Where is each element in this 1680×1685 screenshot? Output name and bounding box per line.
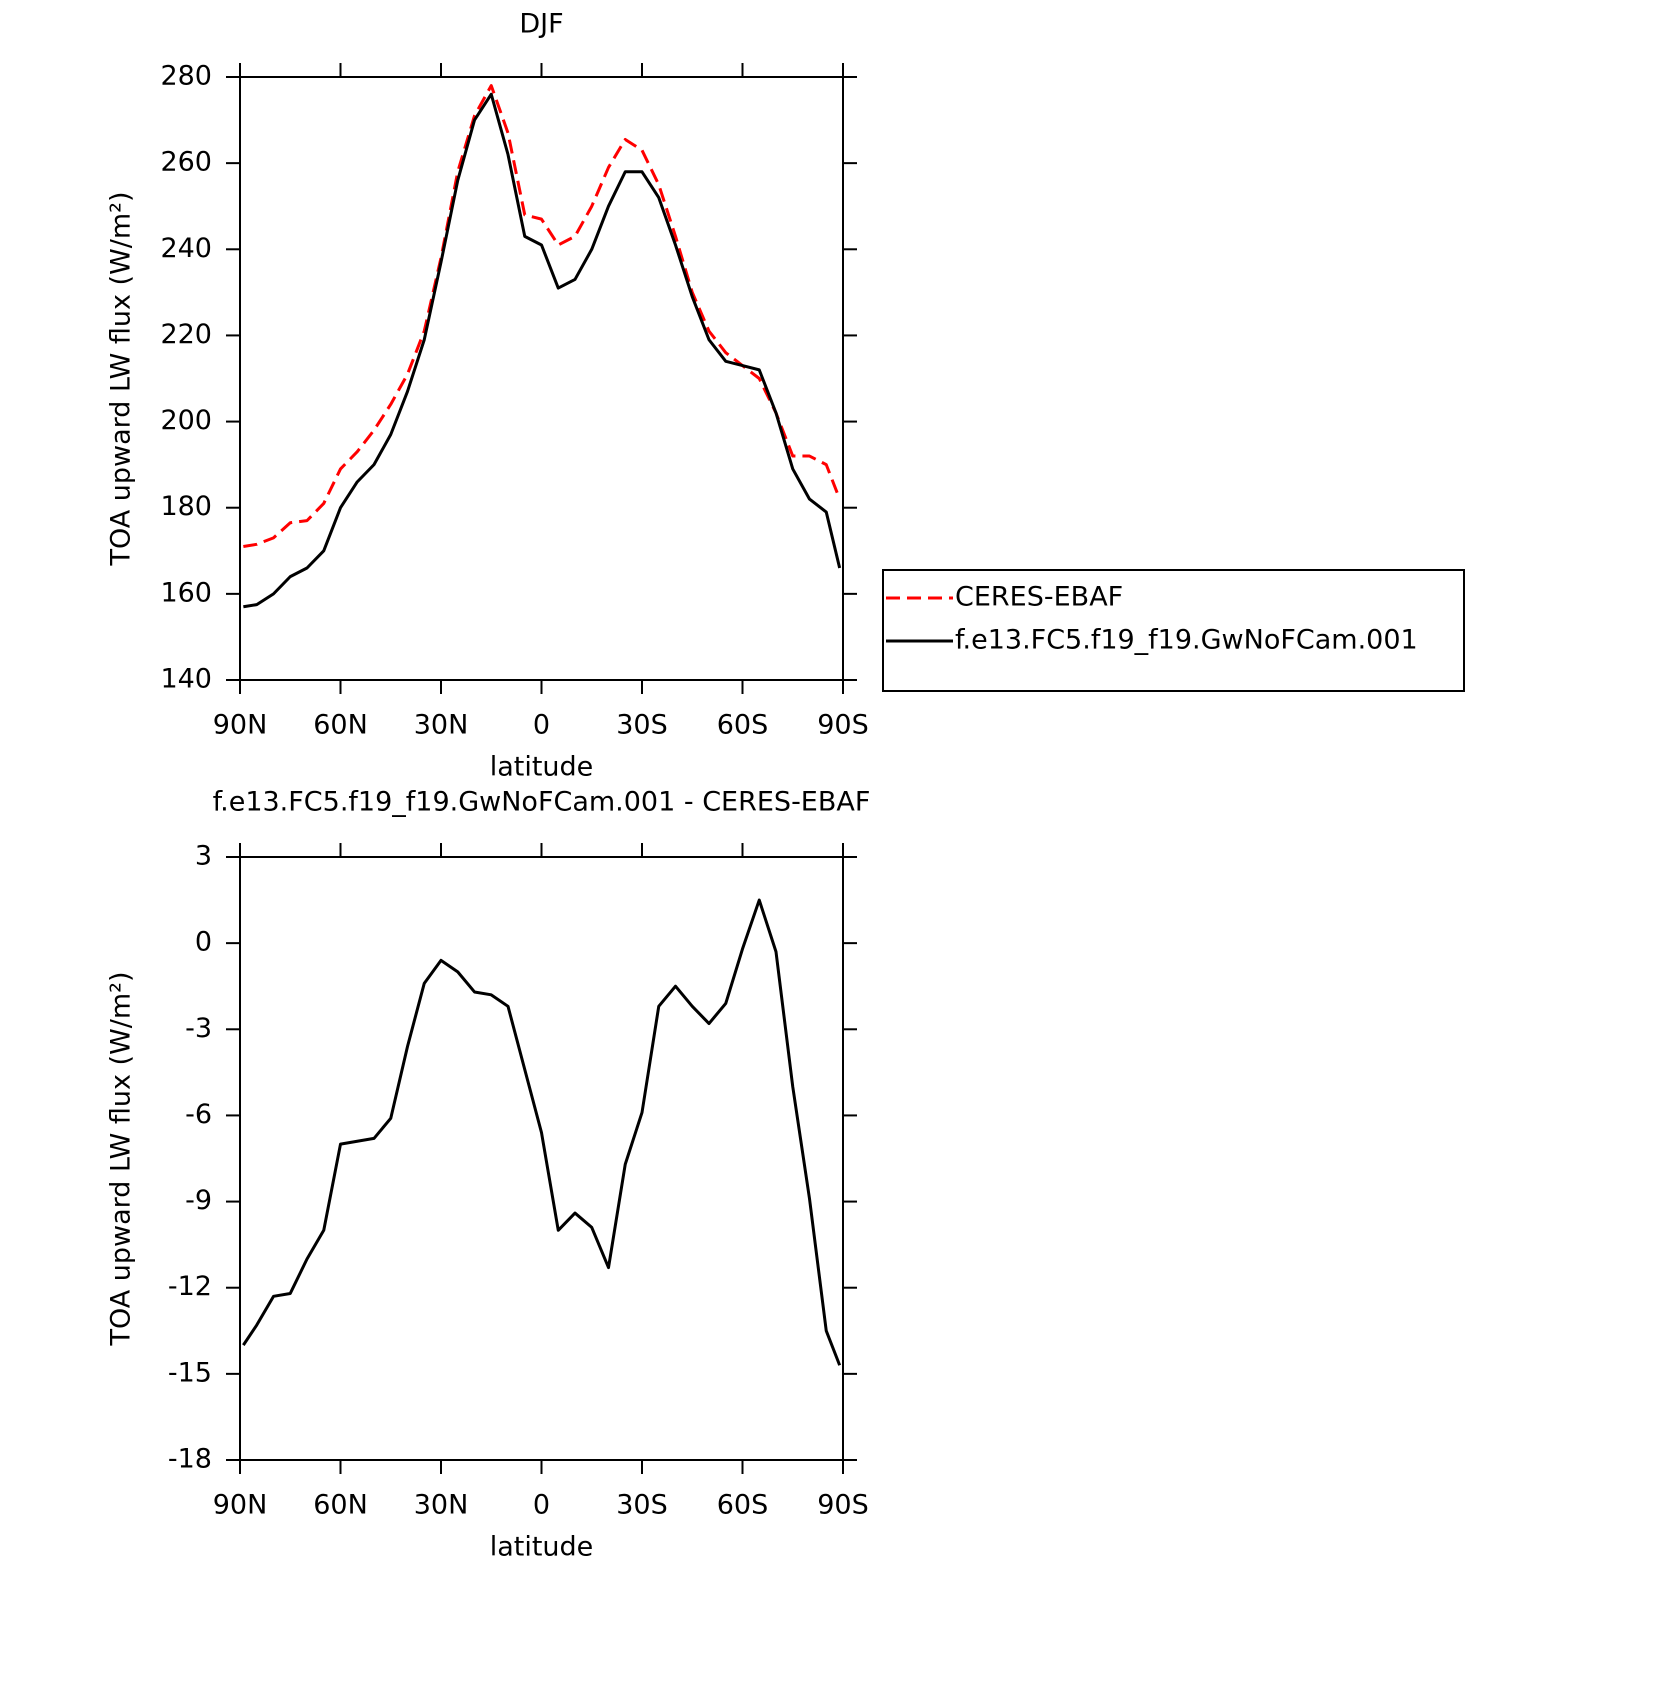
y-tick-label: 140: [160, 664, 212, 695]
y-tick-label: -12: [168, 1271, 212, 1302]
y-tick-label: -18: [168, 1444, 212, 1475]
x-tick-label: 60S: [717, 710, 769, 741]
y-tick-label: 280: [160, 61, 212, 92]
y-tick-label: 260: [160, 147, 212, 178]
chart-title: f.e13.FC5.f19_f19.GwNoFCam.001 - CERES-E…: [213, 787, 871, 818]
plot-frame: [239, 856, 844, 1461]
y-axis-label: TOA upward LW flux (W/m²): [106, 191, 137, 566]
y-tick-label: 200: [160, 405, 212, 436]
legend: CERES-EBAF f.e13.FC5.f19_f19.GwNoFCam.001: [882, 569, 1465, 692]
y-tick-label: 220: [160, 319, 212, 350]
data-line: [243, 84, 842, 548]
legend-box: [882, 569, 1465, 692]
x-tick-label: 90S: [817, 1490, 869, 1521]
x-tick-label: 90S: [817, 710, 869, 741]
legend-label: f.e13.FC5.f19_f19.GwNoFCam.001: [955, 625, 1418, 656]
y-tick-label: 0: [195, 927, 212, 958]
x-axis-label: latitude: [490, 752, 594, 783]
y-axis-label: TOA upward LW flux (W/m²): [106, 971, 137, 1346]
x-tick-label: 30S: [616, 1490, 668, 1521]
x-tick-label: 0: [533, 710, 550, 741]
y-tick-label: 160: [160, 577, 212, 608]
data-line: [242, 898, 842, 1366]
x-tick-label: 90N: [213, 710, 268, 741]
legend-label: CERES-EBAF: [955, 582, 1123, 613]
chart-title: DJF: [519, 9, 563, 40]
x-tick-label: 30S: [616, 710, 668, 741]
y-tick-label: -3: [185, 1013, 212, 1044]
x-tick-label: 60N: [313, 710, 368, 741]
y-tick-label: 180: [160, 491, 212, 522]
y-tick-label: 240: [160, 233, 212, 264]
y-tick-label: -6: [185, 1099, 212, 1130]
data-line: [243, 92, 842, 609]
y-tick-label: -9: [185, 1185, 212, 1216]
x-tick-label: 90N: [213, 1490, 268, 1521]
y-tick-label: -15: [168, 1357, 212, 1388]
x-tick-label: 30N: [414, 710, 469, 741]
x-axis-label: latitude: [490, 1532, 594, 1563]
y-tick-label: 3: [195, 841, 212, 872]
x-tick-label: 0: [533, 1490, 550, 1521]
x-tick-label: 30N: [414, 1490, 469, 1521]
x-tick-label: 60S: [717, 1490, 769, 1521]
x-tick-label: 60N: [313, 1490, 368, 1521]
plot-frame: [239, 76, 844, 681]
